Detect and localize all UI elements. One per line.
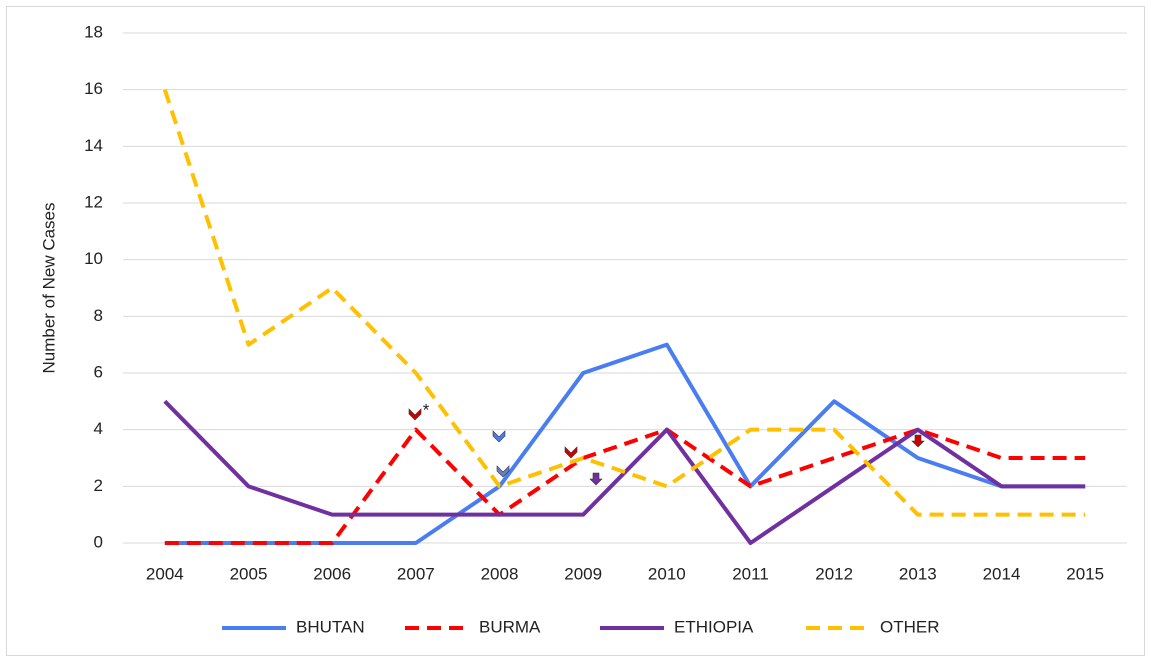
marker-icon <box>589 472 603 486</box>
x-tick-label: 2009 <box>564 564 602 583</box>
x-tick-label: 2011 <box>732 564 769 583</box>
marker-icon <box>911 434 925 448</box>
chart-border <box>6 6 1145 656</box>
plot-area: 0 2 4 6 8 10 12 14 16 18 2004 2005 2006 2007 2008 2009 2… <box>84 22 1127 583</box>
annotation: * <box>423 400 430 419</box>
legend-label: BURMA <box>479 617 541 636</box>
marker-icon <box>408 408 422 421</box>
x-tick-label: 2005 <box>230 564 268 583</box>
y-tick-label: 4 <box>94 419 103 438</box>
y-tick-label: 14 <box>84 136 103 155</box>
x-tick-label: 2004 <box>146 564 184 583</box>
x-tick-label: 2008 <box>481 564 519 583</box>
x-tick-label: 2014 <box>983 564 1021 583</box>
y-tick-label: 18 <box>84 22 103 41</box>
y-tick-label: 6 <box>94 362 103 381</box>
legend-label: BHUTAN <box>296 617 365 636</box>
legend-label: OTHER <box>880 617 940 636</box>
x-tick-label: 2007 <box>397 564 435 583</box>
y-tick-label: 0 <box>94 532 103 551</box>
x-tick-label: 2010 <box>648 564 686 583</box>
y-tick-label: 16 <box>84 79 103 98</box>
marker-icon <box>492 430 506 443</box>
x-tick-label: 2006 <box>313 564 351 583</box>
x-tick-label: 2013 <box>899 564 937 583</box>
series-line <box>164 342 1086 545</box>
y-axis-label: Number of New Cases <box>39 202 58 373</box>
series-line <box>162 89 1086 517</box>
y-tick-label: 12 <box>84 192 103 211</box>
y-tick-label: 2 <box>94 476 103 495</box>
markers <box>408 408 925 486</box>
x-tick-label: 2012 <box>815 564 853 583</box>
y-tick-label: 10 <box>84 249 103 268</box>
marker-icon <box>564 446 578 459</box>
legend-label: ETHIOPIA <box>674 617 754 636</box>
x-tick-label: 2015 <box>1066 564 1104 583</box>
series-line <box>163 399 1086 545</box>
y-tick-label: 8 <box>94 306 103 325</box>
series-line <box>164 427 1086 545</box>
marker-icon <box>496 465 510 478</box>
